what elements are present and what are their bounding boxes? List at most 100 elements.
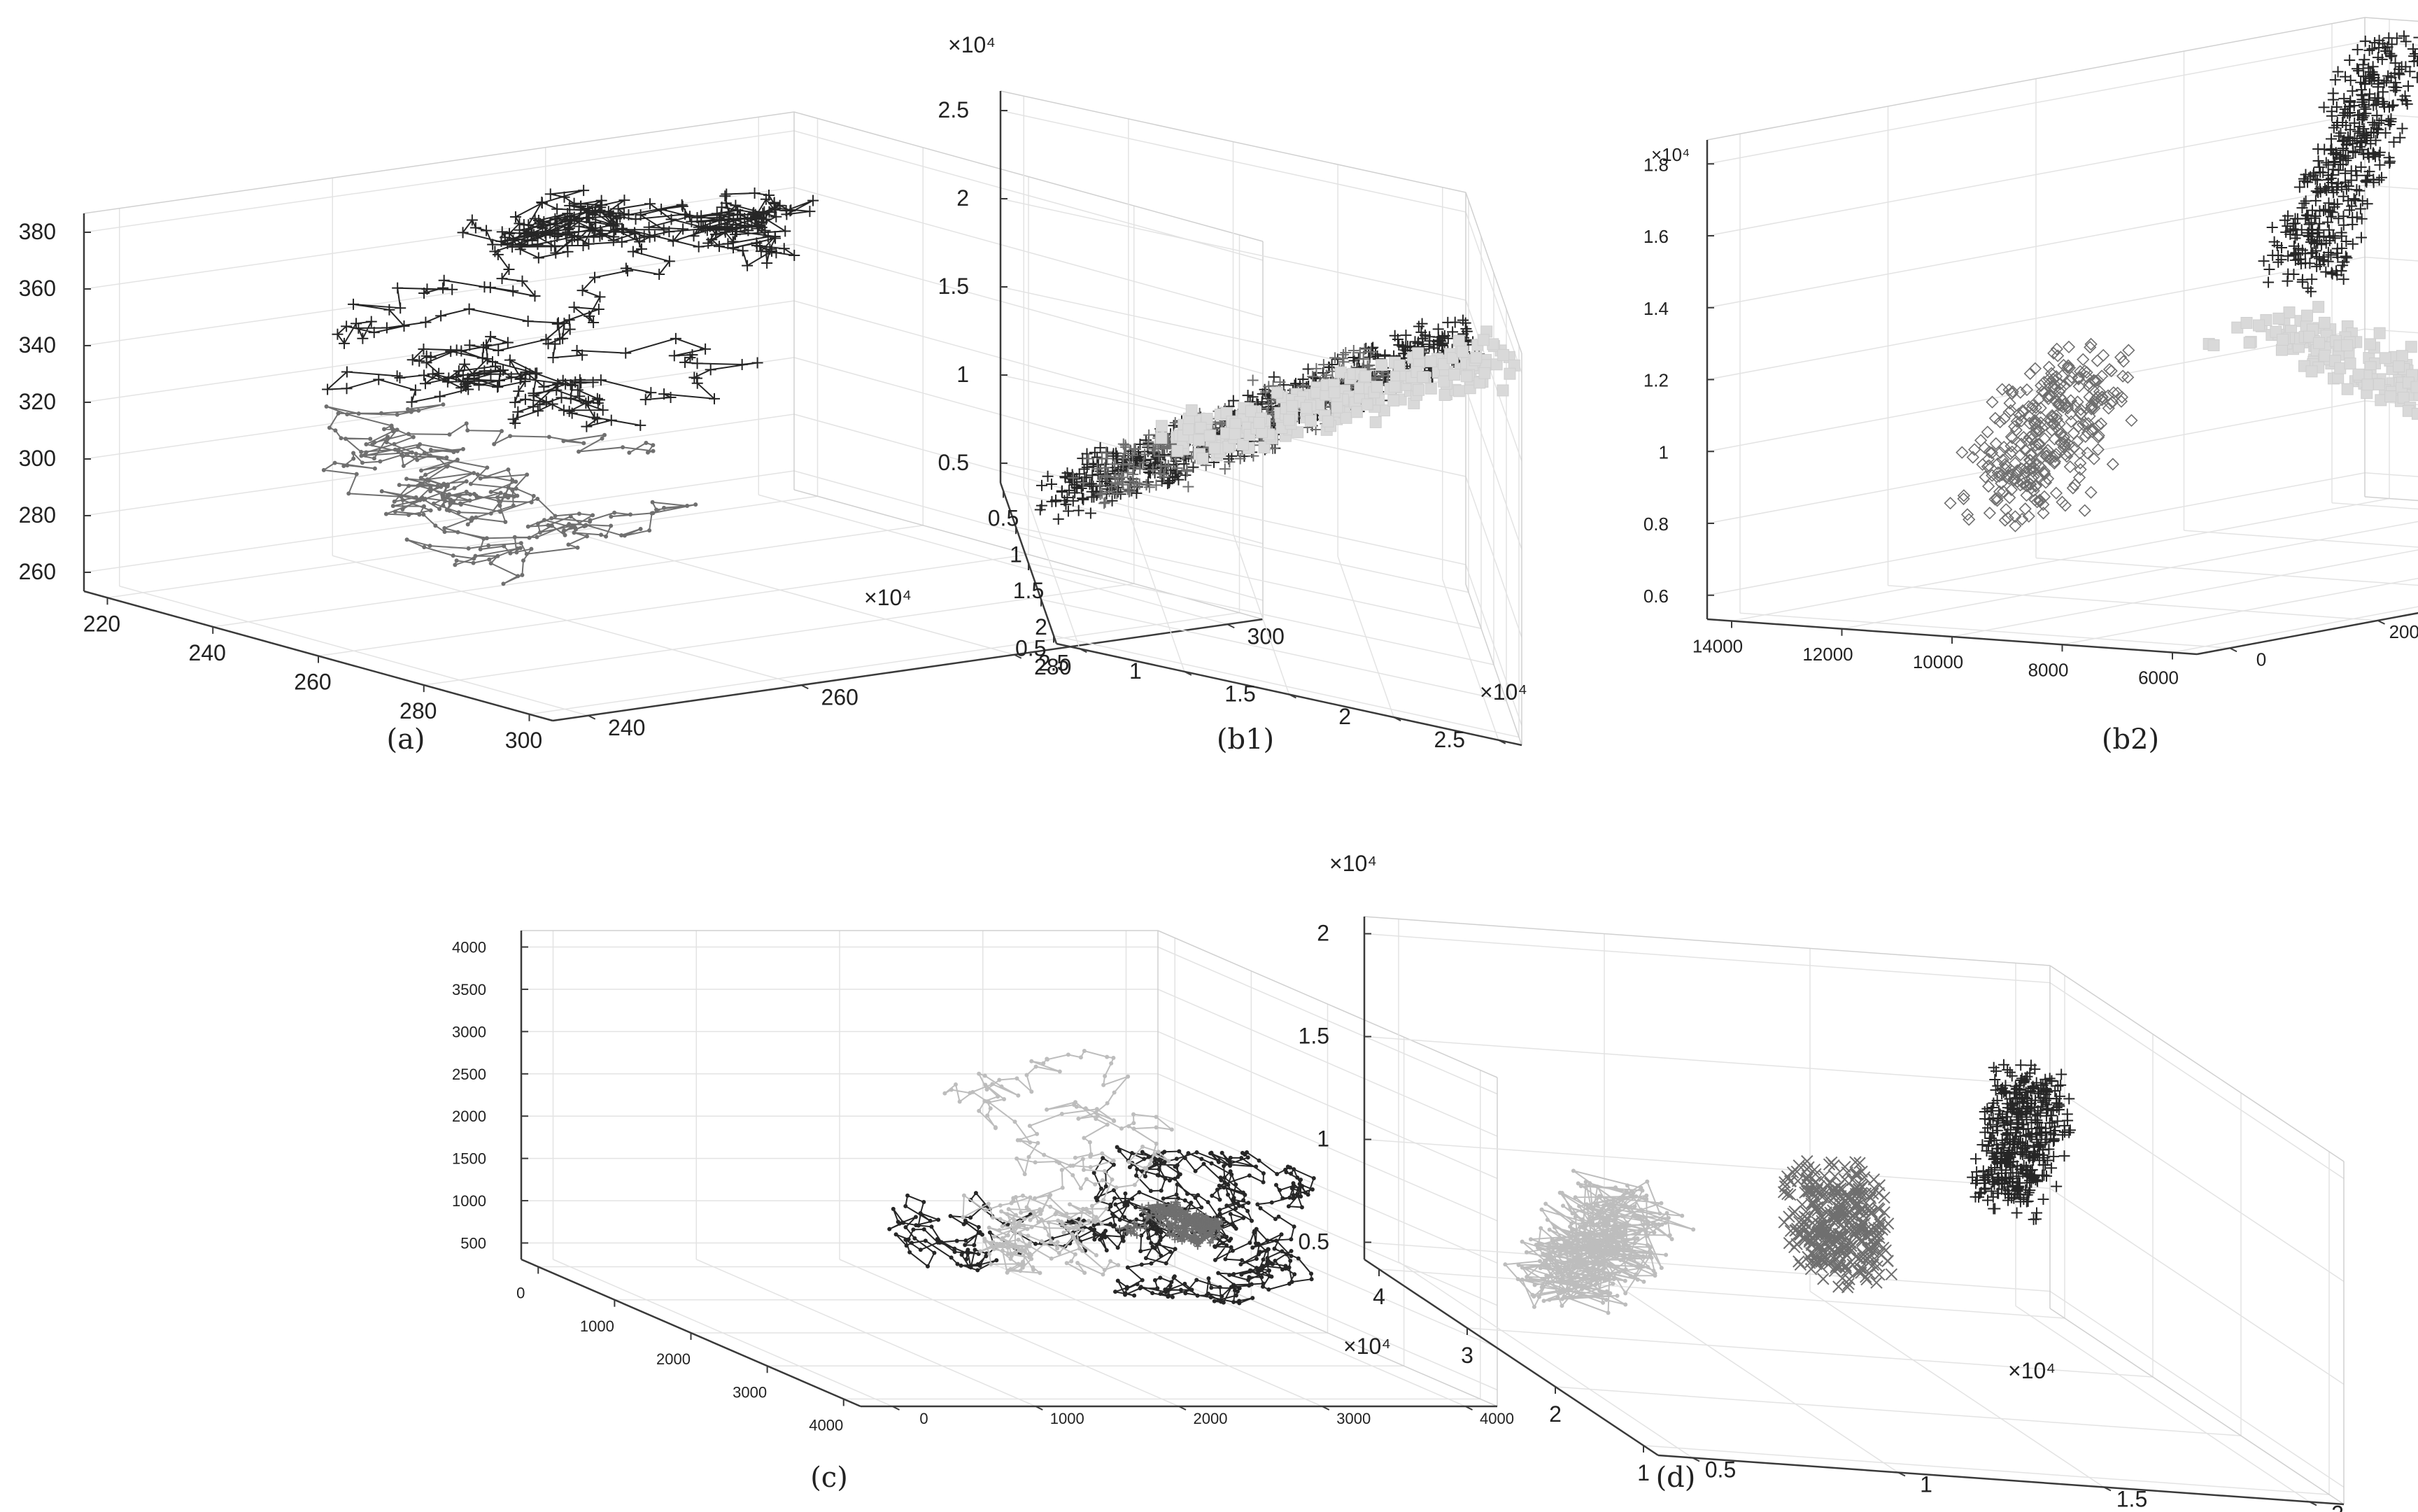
data-point <box>573 220 585 232</box>
data-point <box>1076 1116 1081 1121</box>
data-point <box>1070 1232 1075 1237</box>
data-point <box>1274 1182 1279 1187</box>
data-point <box>964 1257 969 1262</box>
data-point <box>2407 43 2418 55</box>
data-point <box>1000 1236 1005 1241</box>
data-point <box>570 523 575 528</box>
data-point <box>1048 1204 1053 1209</box>
x-tick-label: 1 <box>1637 1460 1650 1485</box>
z-tick-label: 1 <box>1317 1126 1329 1152</box>
gridline <box>1128 510 1185 672</box>
data-point <box>756 211 768 223</box>
data-point <box>693 241 705 253</box>
data-point <box>2400 36 2412 48</box>
data-point <box>1155 432 1168 444</box>
data-point <box>594 291 606 303</box>
y-tick-label: 0.5 <box>1705 1457 1736 1483</box>
data-point <box>515 493 520 498</box>
gridline <box>1465 476 1522 638</box>
data-point <box>546 434 551 439</box>
data-point <box>2105 364 2118 378</box>
data-point <box>1154 1231 1159 1236</box>
data-point <box>1118 448 1130 460</box>
data-point <box>490 360 502 372</box>
data-point <box>364 442 369 447</box>
data-point <box>1117 438 1129 450</box>
data-point <box>1129 443 1140 455</box>
data-point <box>723 207 735 219</box>
data-point <box>1409 336 1421 348</box>
data-point <box>1154 1227 1159 1232</box>
data-point <box>484 281 496 293</box>
data-point <box>1088 1226 1093 1231</box>
data-point <box>1258 1268 1263 1273</box>
data-point <box>499 429 504 434</box>
data-point <box>413 451 418 456</box>
gridline <box>1739 612 2230 649</box>
data-point <box>1101 1156 1105 1161</box>
data-point <box>406 483 411 488</box>
x-tick-label: 0 <box>516 1285 525 1302</box>
data-point <box>514 550 519 555</box>
data-point <box>1158 1276 1163 1280</box>
data-point <box>1340 411 1352 424</box>
data-point <box>1025 1227 1030 1231</box>
data-point <box>1087 1140 1092 1145</box>
data-point <box>1109 1061 1114 1066</box>
series-3 <box>1155 325 1520 465</box>
data-point <box>1152 1152 1157 1157</box>
data-point <box>1005 1233 1010 1238</box>
data-point <box>1216 1159 1221 1164</box>
gridline <box>213 525 924 628</box>
data-point <box>1175 1182 1180 1187</box>
data-point <box>2341 339 2354 351</box>
data-point <box>473 553 478 558</box>
data-point <box>1497 384 1509 397</box>
data-point <box>475 472 480 477</box>
z-tick-label: 500 <box>460 1235 486 1252</box>
data-point <box>423 472 428 477</box>
series-1 <box>2258 30 2418 297</box>
data-point <box>768 197 780 209</box>
data-point <box>1113 1290 1118 1294</box>
y-tick-label: 1 <box>1920 1472 1932 1497</box>
data-point <box>610 224 622 236</box>
data-point <box>1357 353 1369 365</box>
data-point <box>977 1108 982 1113</box>
data-point <box>774 199 786 211</box>
gridline <box>2035 557 2418 586</box>
data-point <box>1166 1294 1171 1299</box>
data-point <box>1240 1150 1245 1155</box>
data-point <box>1331 353 1343 365</box>
data-point <box>1173 1247 1178 1252</box>
data-point <box>359 449 364 454</box>
data-point <box>1269 1274 1274 1279</box>
data-point <box>419 468 424 473</box>
box-edge <box>1465 192 1522 354</box>
data-point <box>448 497 453 502</box>
data-point <box>1134 1173 1139 1178</box>
data-point <box>1157 1241 1161 1246</box>
data-point <box>732 209 744 221</box>
data-point <box>1082 1136 1087 1140</box>
data-point <box>2263 276 2275 288</box>
data-point <box>511 503 516 508</box>
data-point <box>420 316 432 328</box>
data-point <box>1156 443 1168 455</box>
data-point <box>1045 1107 1049 1112</box>
data-point <box>605 219 617 231</box>
data-point <box>1157 1173 1161 1178</box>
gridline <box>2049 1290 2345 1488</box>
data-point <box>467 498 472 503</box>
data-point <box>1112 1196 1117 1201</box>
data-point <box>418 475 423 480</box>
y-tick <box>1226 623 1235 629</box>
data-point <box>589 224 601 236</box>
data-point <box>1309 1271 1314 1276</box>
data-series <box>1034 314 1520 525</box>
gridline <box>793 300 1264 431</box>
data-point <box>522 316 534 327</box>
data-point <box>495 495 500 500</box>
data-point <box>1045 1057 1049 1061</box>
data-point <box>545 240 557 252</box>
